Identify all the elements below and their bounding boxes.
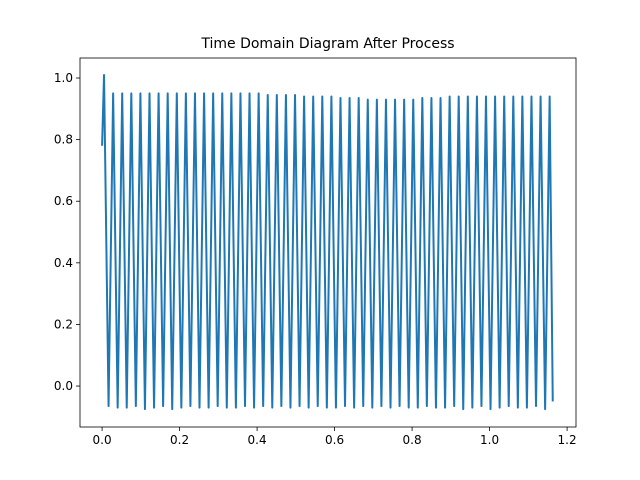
x-tick-label: 0.2	[170, 433, 189, 447]
x-tick-label: 1.2	[558, 433, 577, 447]
y-tick-label: 0.8	[54, 133, 73, 147]
y-tick-label: 0.0	[54, 379, 73, 393]
plot-frame	[79, 57, 577, 428]
x-tick-label: 1.0	[480, 433, 499, 447]
chart-title: Time Domain Diagram After Process	[200, 36, 454, 52]
y-tick-label: 1.0	[54, 71, 73, 85]
y-tick-label: 0.6	[54, 194, 73, 208]
x-tick-label: 0.4	[248, 433, 267, 447]
x-tick-label: 0.8	[403, 433, 422, 447]
y-tick-label: 0.4	[54, 256, 73, 270]
x-tick-label: 0.0	[93, 433, 112, 447]
signal-line	[101, 73, 554, 411]
y-tick-label: 0.2	[54, 317, 73, 331]
x-tick-label: 0.6	[325, 433, 344, 447]
